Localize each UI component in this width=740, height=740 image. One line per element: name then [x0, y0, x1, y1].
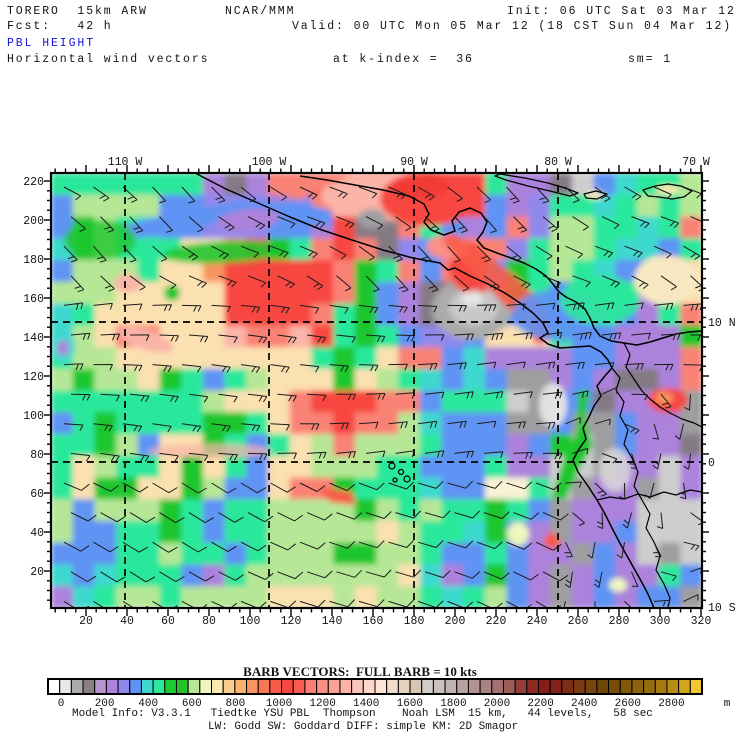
svg-text:80 W: 80 W	[544, 156, 572, 169]
svg-text:PBL HEIGHT: PBL HEIGHT	[7, 37, 95, 50]
svg-text:40: 40	[120, 615, 134, 628]
svg-text:140: 140	[322, 615, 343, 628]
svg-text:Model Info: V3.3.1 Tiedtke Y: Model Info: V3.3.1 Tiedtke YSU PBL Thomp…	[72, 708, 653, 720]
svg-text:2000: 2000	[484, 698, 510, 710]
svg-text:BARB VECTORS: FULL BARB = 10: BARB VECTORS: FULL BARB = 10 kts	[243, 664, 477, 679]
svg-text:1400: 1400	[353, 698, 379, 710]
svg-text:260: 260	[568, 615, 589, 628]
svg-text:200: 200	[95, 698, 115, 710]
svg-text:320: 320	[691, 615, 712, 628]
svg-text:1200: 1200	[309, 698, 335, 710]
svg-text:280: 280	[609, 615, 630, 628]
svg-text:Valid: 00 UTC Mon 05 Mar 12 (1: Valid: 00 UTC Mon 05 Mar 12 (18 CST Sun …	[292, 20, 732, 33]
svg-text:90 W: 90 W	[400, 156, 428, 169]
svg-text:10 S: 10 S	[708, 602, 736, 615]
svg-text:800: 800	[225, 698, 245, 710]
svg-text:100: 100	[240, 615, 261, 628]
svg-text:100 W: 100 W	[252, 156, 287, 169]
svg-text:2600: 2600	[615, 698, 641, 710]
svg-text:220: 220	[23, 176, 44, 189]
svg-text:220: 220	[486, 615, 507, 628]
svg-text:2400: 2400	[571, 698, 597, 710]
svg-text:120: 120	[281, 615, 302, 628]
svg-text:70 W: 70 W	[682, 156, 710, 169]
svg-text:80: 80	[202, 615, 216, 628]
svg-text:100: 100	[23, 410, 44, 423]
svg-text:200: 200	[23, 215, 44, 228]
svg-text:m: m	[724, 698, 731, 710]
svg-text:at k-index = 36: at k-index = 36	[333, 53, 474, 66]
svg-text:120: 120	[23, 371, 44, 384]
svg-text:Fcst: 42 h: Fcst: 42 h	[7, 20, 113, 33]
svg-text:60: 60	[30, 488, 44, 501]
svg-text:1800: 1800	[440, 698, 466, 710]
svg-text:240: 240	[527, 615, 548, 628]
svg-text:20: 20	[30, 566, 44, 579]
svg-text:LW: Godd SW: Goddard DIFF: sim: LW: Godd SW: Goddard DIFF: simple KM: 2D…	[208, 721, 518, 733]
svg-text:Horizontal wind vectors: Horizontal wind vectors	[7, 53, 209, 66]
svg-text:0: 0	[708, 457, 715, 470]
svg-text:40: 40	[30, 527, 44, 540]
svg-text:180: 180	[404, 615, 425, 628]
svg-text:sm= 1: sm= 1	[628, 53, 672, 66]
svg-text:Init: 06 UTC Sat 03 Mar 12: Init: 06 UTC Sat 03 Mar 12	[507, 5, 736, 18]
svg-text:10 N: 10 N	[708, 317, 736, 330]
svg-text:60: 60	[161, 615, 175, 628]
svg-text:80: 80	[30, 449, 44, 462]
svg-text:180: 180	[23, 254, 44, 267]
svg-text:0: 0	[58, 698, 65, 710]
svg-text:200: 200	[445, 615, 466, 628]
svg-text:2800: 2800	[658, 698, 684, 710]
svg-text:1600: 1600	[397, 698, 423, 710]
svg-text:TORERO 15km ARW: TORERO 15km ARW	[7, 5, 148, 18]
svg-text:300: 300	[650, 615, 671, 628]
svg-text:110 W: 110 W	[108, 156, 143, 169]
svg-text:1000: 1000	[266, 698, 292, 710]
svg-text:160: 160	[363, 615, 384, 628]
svg-text:400: 400	[138, 698, 158, 710]
svg-text:140: 140	[23, 332, 44, 345]
svg-text:160: 160	[23, 293, 44, 306]
svg-text:2200: 2200	[527, 698, 553, 710]
svg-text:20: 20	[79, 615, 93, 628]
svg-text:NCAR/MMM: NCAR/MMM	[225, 5, 295, 18]
svg-text:600: 600	[182, 698, 202, 710]
